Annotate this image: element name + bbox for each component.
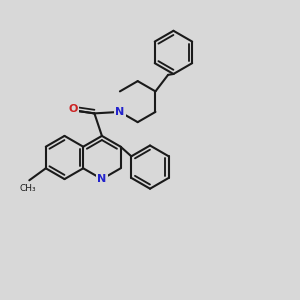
Text: N: N bbox=[97, 174, 106, 184]
Text: N: N bbox=[115, 107, 124, 117]
Text: O: O bbox=[68, 104, 78, 114]
Text: CH₃: CH₃ bbox=[20, 184, 36, 193]
